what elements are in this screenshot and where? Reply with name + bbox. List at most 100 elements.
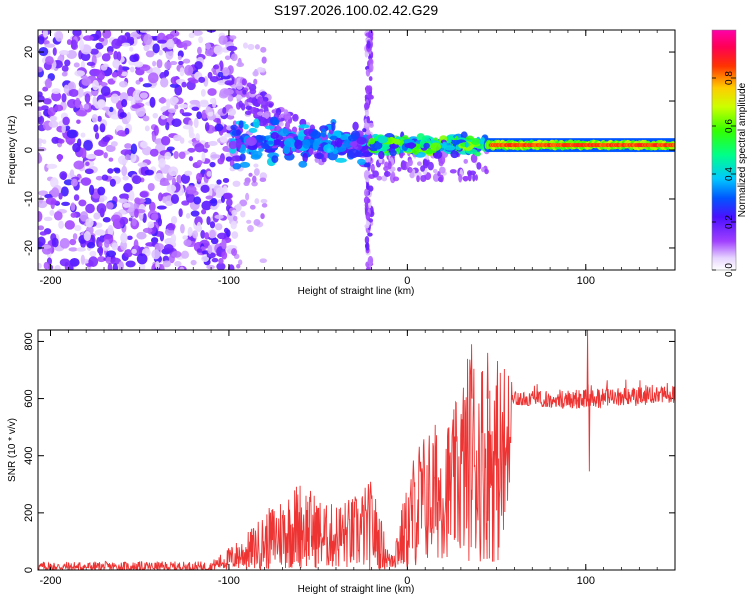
spectral-blob: [39, 231, 48, 236]
spectral-blob: [155, 260, 160, 270]
spectral-blob: [383, 165, 390, 172]
spectral-blob: [79, 211, 89, 222]
spectral-blob: [221, 251, 228, 260]
spectral-blob: [292, 113, 299, 122]
spectral-blob: [108, 157, 114, 162]
spectral-blob: [92, 79, 100, 91]
colorbar-tick-label: 0.6: [724, 119, 735, 133]
spectral-blob: [73, 194, 80, 201]
spectral-blob: [69, 169, 75, 178]
spectral-blob: [207, 71, 213, 79]
spectral-blob: [44, 78, 52, 89]
spectral-blob: [97, 256, 106, 263]
spectral-blob: [88, 256, 99, 267]
spectral-blob: [363, 169, 370, 180]
spectral-blob: [197, 46, 202, 55]
spectral-blob: [233, 215, 238, 222]
spectral-blob: [194, 61, 203, 70]
spectral-blob: [85, 161, 90, 167]
spectral-blob: [443, 145, 456, 151]
spectral-blob: [210, 198, 218, 207]
spectral-blob: [80, 132, 86, 138]
spectral-blob: [226, 114, 235, 120]
spectral-blob: [363, 102, 370, 110]
snr-panel: -200 -100 0 100 0 200 400 600 800 Height of stra…: [7, 329, 676, 595]
spectral-blob: [54, 264, 61, 270]
spectral-blob: [387, 161, 392, 170]
spectral-blob: [120, 149, 132, 156]
colorbar-tick-label: 0.2: [724, 215, 735, 229]
spectral-blob: [169, 61, 178, 66]
spectral-blob: [365, 211, 371, 221]
spectral-blob: [363, 162, 371, 168]
spectral-blob: [213, 64, 220, 70]
spectral-blob: [368, 58, 374, 66]
spectral-blob: [181, 200, 190, 206]
spectral-blob: [185, 213, 191, 219]
spectral-blob: [363, 196, 370, 205]
spectral-blob: [61, 65, 69, 72]
spectral-blob: [59, 238, 70, 249]
spectral-blob: [142, 115, 150, 122]
spectral-blob: [236, 62, 245, 68]
spectral-blob: [195, 172, 203, 182]
spectral-blob: [122, 175, 129, 181]
spectral-blob: [67, 98, 78, 109]
spectral-blob: [476, 162, 482, 170]
spectral-blob: [130, 143, 138, 155]
snr-x-axis-label: Height of straight line (km): [298, 584, 415, 595]
spectral-blob: [122, 202, 131, 208]
spectral-blob: [209, 75, 219, 83]
spectral-blob: [98, 37, 105, 42]
snr-y-axis-label: SNR (10 * v/v): [7, 418, 18, 482]
spectral-blob: [249, 88, 257, 95]
spectral-blob: [112, 263, 119, 270]
spectral-blob: [238, 120, 244, 129]
spectral-blob: [430, 142, 442, 152]
spectral-blob: [200, 230, 206, 239]
spectral-blob: [148, 201, 156, 212]
spectral-blob: [102, 136, 111, 142]
spectral-blob: [252, 175, 257, 183]
spectral-blob: [84, 168, 94, 175]
spectral-blob: [98, 197, 105, 203]
spectral-blob: [353, 151, 364, 157]
spectral-blob: [230, 221, 237, 230]
spectral-blob: [243, 123, 249, 130]
spectral-blob: [182, 58, 191, 64]
spectral-blob: [239, 153, 246, 162]
spectral-blob: [217, 232, 227, 240]
spectral-blob: [111, 214, 121, 223]
spectral-blob: [120, 240, 128, 251]
spectral-blob: [179, 67, 185, 77]
spectral-blob: [89, 250, 97, 257]
spectral-blob: [378, 151, 385, 160]
spectral-blob: [38, 262, 42, 269]
spectral-blob: [61, 124, 66, 134]
spectral-blob: [246, 98, 253, 103]
spectral-blob: [136, 253, 148, 265]
spectral-blob: [406, 161, 410, 169]
spectral-blob: [80, 177, 92, 186]
x-tick-label: 100: [577, 275, 595, 287]
spectral-blob: [118, 198, 128, 204]
spectral-blob: [98, 245, 104, 257]
spectrogram-x-axis-label: Height of straight line (km): [298, 286, 415, 297]
spectral-blob: [365, 241, 370, 251]
spectral-blob: [176, 174, 183, 184]
spectral-blob: [161, 135, 171, 146]
spectral-blob: [166, 98, 171, 109]
spectral-blob: [106, 202, 114, 210]
spectral-blob: [321, 157, 327, 163]
spectral-blob: [129, 46, 134, 52]
spectral-blob: [102, 217, 111, 223]
spectral-blob: [75, 110, 87, 117]
spectral-blob: [74, 97, 81, 109]
y-tick-label: -20: [23, 240, 35, 256]
spectral-blob: [182, 124, 193, 130]
spectral-blob: [117, 129, 126, 137]
spectral-blob: [220, 75, 231, 80]
spectral-blob: [43, 216, 53, 222]
spectral-blob: [224, 80, 235, 86]
